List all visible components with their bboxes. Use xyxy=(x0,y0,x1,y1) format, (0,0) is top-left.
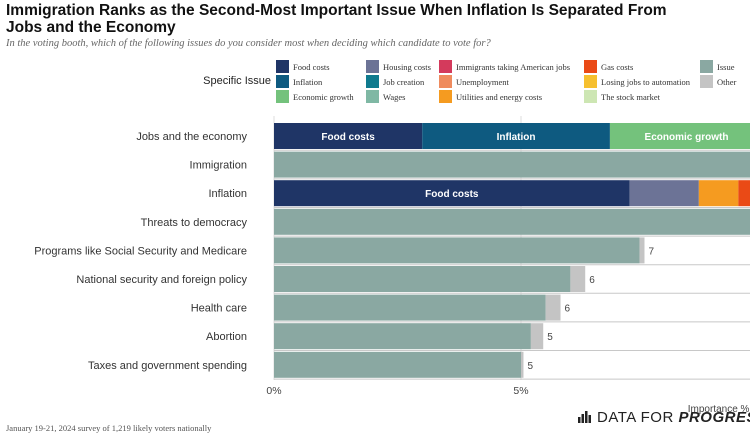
bar-segment-5-other xyxy=(570,266,586,292)
legend-swatch-wages xyxy=(366,90,379,103)
x-axis-label: Importance % xyxy=(688,404,750,415)
legend-label-automation: Losing jobs to automation xyxy=(601,77,691,87)
bar-segment-2-gas xyxy=(738,180,750,207)
legend-label-wages: Wages xyxy=(383,92,405,102)
survey-footnote: January 19-21, 2024 survey of 1,219 like… xyxy=(6,423,212,433)
legend-swatch-inflation xyxy=(276,75,289,88)
brand-logo: DATA FOR PROGRESS xyxy=(578,409,750,426)
legend-swatch-immigrants_jobs xyxy=(439,60,452,73)
chart-title: Immigration Ranks as the Second-Most Imp… xyxy=(6,2,667,36)
bar-segment-2-housing xyxy=(629,180,699,207)
chart-subtitle: In the voting booth, which of the follow… xyxy=(6,38,491,49)
bar-segment-8-other xyxy=(521,351,524,378)
legend-label-immigrants_jobs: Immigrants taking American jobs xyxy=(456,62,570,72)
legend-swatch-issue xyxy=(700,60,713,73)
total-label-4: 7 xyxy=(649,246,655,257)
bar-segment-7-issue xyxy=(274,323,531,350)
legend-label-inflation: Inflation xyxy=(293,77,323,87)
category-label-3: Threats to democracy xyxy=(141,217,248,229)
category-label-8: Taxes and government spending xyxy=(88,360,247,372)
bar-segment-7-other xyxy=(530,323,544,350)
legend-swatch-stock_market xyxy=(584,90,597,103)
legend-swatch-unemployment xyxy=(439,75,452,88)
bar-segment-6-issue xyxy=(274,294,546,321)
legend-label-gas: Gas costs xyxy=(601,62,633,72)
brand-prefix: DATA FOR xyxy=(597,409,679,426)
category-label-2: Inflation xyxy=(208,188,247,200)
category-label-4: Programs like Social Security and Medica… xyxy=(34,245,247,257)
bar-segment-4-issue xyxy=(274,237,640,264)
legend-swatch-utilities xyxy=(439,90,452,103)
bar-segment-4-other xyxy=(639,237,645,264)
bar-segment-3-issue xyxy=(274,208,750,235)
bar-segment-1-issue xyxy=(274,151,750,178)
legend-label-food: Food costs xyxy=(293,62,330,72)
bar-segment-0-food xyxy=(274,123,423,149)
bar-segment-2-utilities xyxy=(698,180,739,207)
bar-segment-8-issue xyxy=(274,351,521,378)
legend-swatch-food xyxy=(276,60,289,73)
legend-label-housing: Housing costs xyxy=(383,62,431,72)
category-label-0: Jobs and the economy xyxy=(136,131,247,143)
legend-swatch-other xyxy=(700,75,713,88)
segment-label-0-economic_growth: Economic growth xyxy=(645,132,729,143)
segment-label-0-food: Food costs xyxy=(321,132,375,143)
legend-label-issue: Issue xyxy=(717,62,735,72)
category-label-7: Abortion xyxy=(206,331,247,343)
legend-swatch-housing xyxy=(366,60,379,73)
category-label-1: Immigration xyxy=(190,160,247,172)
bar-segment-5-issue xyxy=(274,266,571,292)
legend-title: Specific Issue xyxy=(203,75,271,87)
legend-label-stock_market: The stock market xyxy=(601,92,661,102)
total-label-5: 6 xyxy=(589,275,595,286)
x-tick-label-5: 5% xyxy=(513,385,528,397)
segment-label-2-food: Food costs xyxy=(425,189,479,200)
category-label-6: Health care xyxy=(191,303,247,315)
total-label-8: 5 xyxy=(527,361,533,372)
legend-label-job_creation: Job creation xyxy=(383,77,425,87)
legend-swatch-economic_growth xyxy=(276,90,289,103)
legend-label-other: Other xyxy=(717,77,737,87)
category-label-5: National security and foreign policy xyxy=(76,274,247,286)
bar-segment-2-food xyxy=(274,180,630,207)
x-tick-label-0: 0% xyxy=(266,385,281,397)
legend-label-unemployment: Unemployment xyxy=(456,77,510,87)
legend-swatch-job_creation xyxy=(366,75,379,88)
segment-label-0-inflation: Inflation xyxy=(497,132,536,143)
legend-label-economic_growth: Economic growth xyxy=(293,92,354,102)
legend-swatch-gas xyxy=(584,60,597,73)
bar-chart-icon xyxy=(578,411,591,423)
brand-emphasis: PROGRESS xyxy=(678,409,750,426)
total-label-7: 5 xyxy=(547,332,553,343)
bar-segment-6-other xyxy=(545,294,561,321)
legend-swatch-automation xyxy=(584,75,597,88)
bar-segment-0-economic_growth xyxy=(609,123,750,149)
total-label-6: 6 xyxy=(565,304,571,315)
bar-segment-0-inflation xyxy=(422,123,610,149)
legend-label-utilities: Utilities and energy costs xyxy=(456,92,542,102)
